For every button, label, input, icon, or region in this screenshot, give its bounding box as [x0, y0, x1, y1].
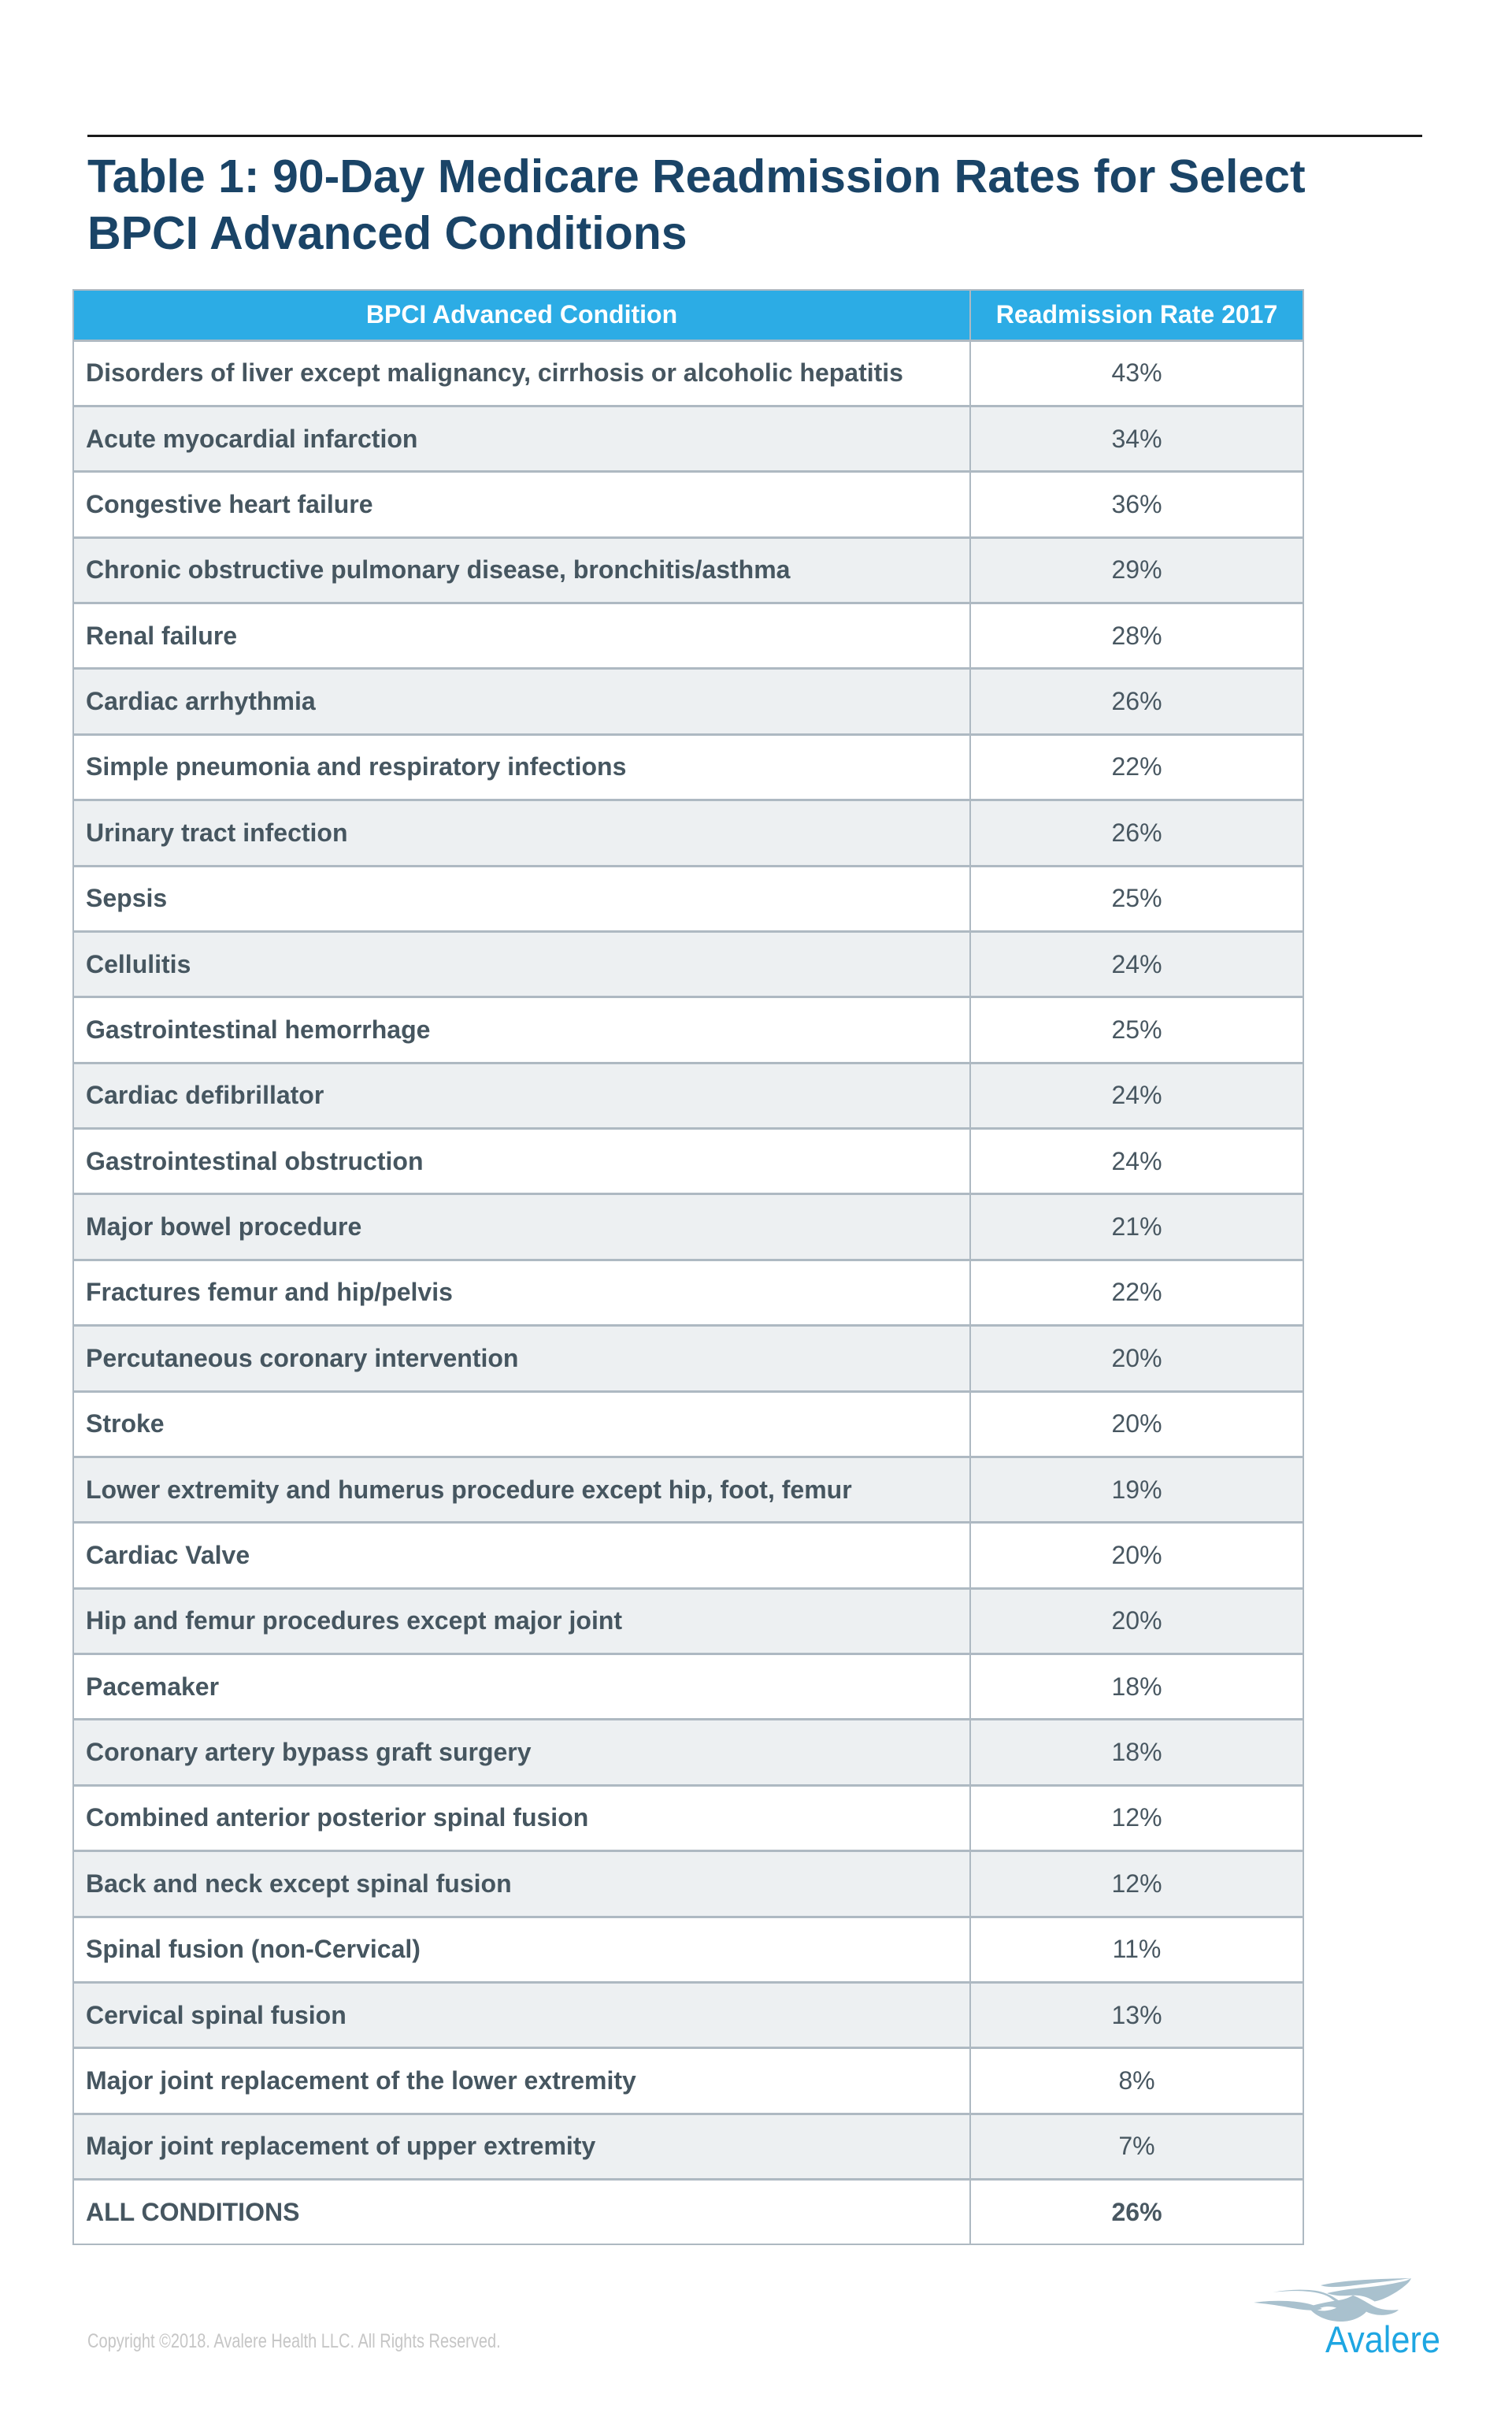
svg-text:Avalere: Avalere [1325, 2318, 1440, 2360]
